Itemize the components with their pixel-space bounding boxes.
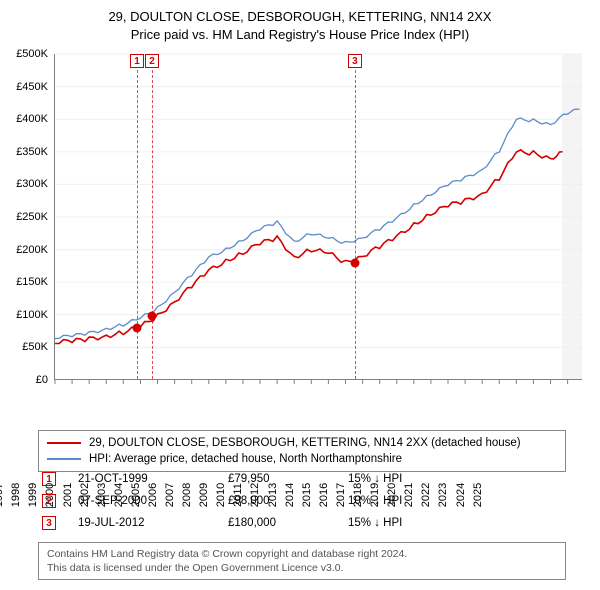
- sales-delta: 15% ↓ HPI: [348, 517, 468, 529]
- legend-label: 29, DOULTON CLOSE, DESBOROUGH, KETTERING…: [89, 437, 521, 449]
- chart-svg: [55, 54, 355, 204]
- y-tick-label: £50K: [0, 341, 48, 353]
- sales-price: £79,950: [228, 473, 348, 485]
- sales-date: 19-JUL-2012: [78, 517, 228, 529]
- sales-price: £98,000: [228, 495, 348, 507]
- y-tick-label: £0: [0, 374, 48, 386]
- chart-title: 29, DOULTON CLOSE, DESBOROUGH, KETTERING…: [0, 0, 600, 48]
- attribution-line-2: This data is licensed under the Open Gov…: [47, 561, 557, 575]
- marker-box: 2: [145, 54, 159, 68]
- marker-line: [137, 70, 138, 379]
- sales-marker: 3: [42, 516, 56, 530]
- marker-line: [152, 70, 153, 379]
- legend-row: 29, DOULTON CLOSE, DESBOROUGH, KETTERING…: [47, 435, 557, 451]
- y-tick-label: £400K: [0, 113, 48, 125]
- marker-box: 1: [130, 54, 144, 68]
- sales-table: 121-OCT-1999£79,95015% ↓ HPI207-SEP-2000…: [38, 468, 566, 534]
- sales-date: 21-OCT-1999: [78, 473, 228, 485]
- y-tick-label: £300K: [0, 178, 48, 190]
- y-tick-label: £500K: [0, 48, 48, 60]
- sale-dot: [350, 258, 359, 267]
- sales-row: 1 21-OCT-1999£79,95015% ↓ HPI: [38, 468, 566, 490]
- legend-swatch: [47, 458, 81, 460]
- sale-dot: [133, 323, 142, 332]
- sales-price: £180,000: [228, 517, 348, 529]
- marker-line: [355, 70, 356, 379]
- legend-swatch: [47, 442, 81, 444]
- title-line-2: Price paid vs. HM Land Registry's House …: [0, 26, 600, 44]
- title-line-1: 29, DOULTON CLOSE, DESBOROUGH, KETTERING…: [0, 8, 600, 26]
- sale-dot: [148, 312, 157, 321]
- marker-box: 3: [348, 54, 362, 68]
- y-tick-label: £250K: [0, 211, 48, 223]
- y-tick-label: £450K: [0, 81, 48, 93]
- attribution: Contains HM Land Registry data © Crown c…: [38, 542, 566, 580]
- chart-plot-area: 12 3: [54, 54, 582, 380]
- sales-marker: 2: [42, 494, 56, 508]
- legend-row: HPI: Average price, detached house, Nort…: [47, 451, 557, 467]
- series-hpi: [55, 109, 580, 339]
- y-tick-label: £200K: [0, 244, 48, 256]
- sales-date: 07-SEP-2000: [78, 495, 228, 507]
- sales-delta: 15% ↓ HPI: [348, 473, 468, 485]
- y-tick-label: £100K: [0, 309, 48, 321]
- sales-row: 3 19-JUL-2012£180,00015% ↓ HPI: [38, 512, 566, 534]
- y-tick-label: £150K: [0, 276, 48, 288]
- legend: 29, DOULTON CLOSE, DESBOROUGH, KETTERING…: [38, 430, 566, 472]
- attribution-line-1: Contains HM Land Registry data © Crown c…: [47, 547, 557, 561]
- sales-marker: 1: [42, 472, 56, 486]
- legend-label: HPI: Average price, detached house, Nort…: [89, 453, 402, 465]
- sales-row: 2 07-SEP-2000£98,00010% ↓ HPI: [38, 490, 566, 512]
- y-tick-label: £350K: [0, 146, 48, 158]
- sales-delta: 10% ↓ HPI: [348, 495, 468, 507]
